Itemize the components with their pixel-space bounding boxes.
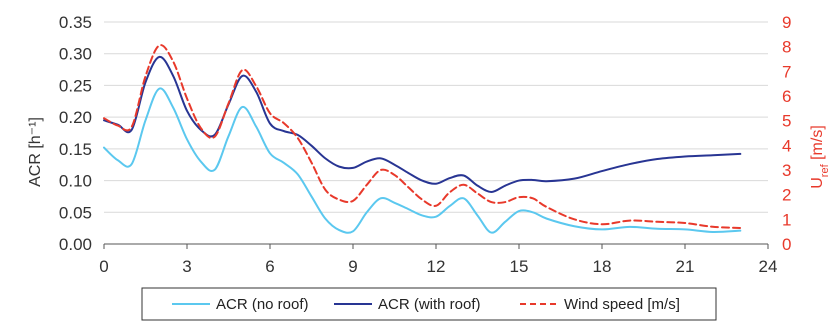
x-tick-label: 21 [676,257,695,276]
y2-tick-label: 0 [782,235,791,254]
x-tick-label: 18 [593,257,612,276]
legend-label-no-roof: ACR (no roof) [216,296,309,313]
legend-label-with-roof: ACR (with roof) [378,296,481,313]
y2-tick-label: 6 [782,87,791,106]
y2-tick-labels: 0 1 2 3 4 5 6 7 8 9 [782,13,791,254]
series-line-acr-with-roof [103,55,742,193]
y2-tick-label: 8 [782,38,791,57]
legend-label-wind: Wind speed [m/s] [564,296,680,313]
legend: ACR (no roof) ACR (with roof) Wind speed… [141,287,717,321]
y2-tick-label: 7 [782,62,791,81]
y-axis-label: ACR [h⁻¹] [27,117,44,187]
legend-box [141,287,717,321]
x-tick-label: 9 [348,257,357,276]
axes [103,243,769,249]
y2-axis-label-unit: [m/s] [809,125,826,164]
y2-tick-label: 3 [782,161,791,180]
y-tick-label: 0.25 [59,76,92,95]
x-tick-label: 0 [99,257,108,276]
y2-tick-label: 9 [782,13,791,32]
y-tick-label: 0.35 [59,13,92,32]
y2-tick-label: 4 [782,136,791,155]
y2-tick-label: 2 [782,186,791,205]
x-tick-label: 24 [759,257,778,276]
y-tick-label: 0.05 [59,203,92,222]
y2-axis-label-sub: ref [819,163,831,177]
y2-axis-label-main: U [809,177,826,189]
series-line-acr-no-roof [103,87,742,234]
y-tick-label: 0.15 [59,140,92,159]
y2-tick-label: 1 [782,210,791,229]
y-tick-label: 0.10 [59,172,92,191]
x-tick-label: 6 [265,257,274,276]
gridlines [104,21,768,213]
x-tick-label: 3 [182,257,191,276]
x-tick-label: 15 [510,257,529,276]
series-layer [103,44,742,234]
y-tick-label: 0.30 [59,45,92,64]
y-tick-label: 0.20 [59,108,92,127]
series-line-wind-speed [103,44,742,229]
x-tick-labels: 0 3 6 9 12 15 18 21 24 [99,257,777,276]
y2-tick-label: 5 [782,112,791,131]
y-tick-labels: 0.00 0.05 0.10 0.15 0.20 0.25 0.30 0.35 [59,13,92,254]
x-tick-label: 12 [427,257,446,276]
y-tick-label: 0.00 [59,235,92,254]
y2-axis-label: Uref [m/s] [809,125,831,189]
